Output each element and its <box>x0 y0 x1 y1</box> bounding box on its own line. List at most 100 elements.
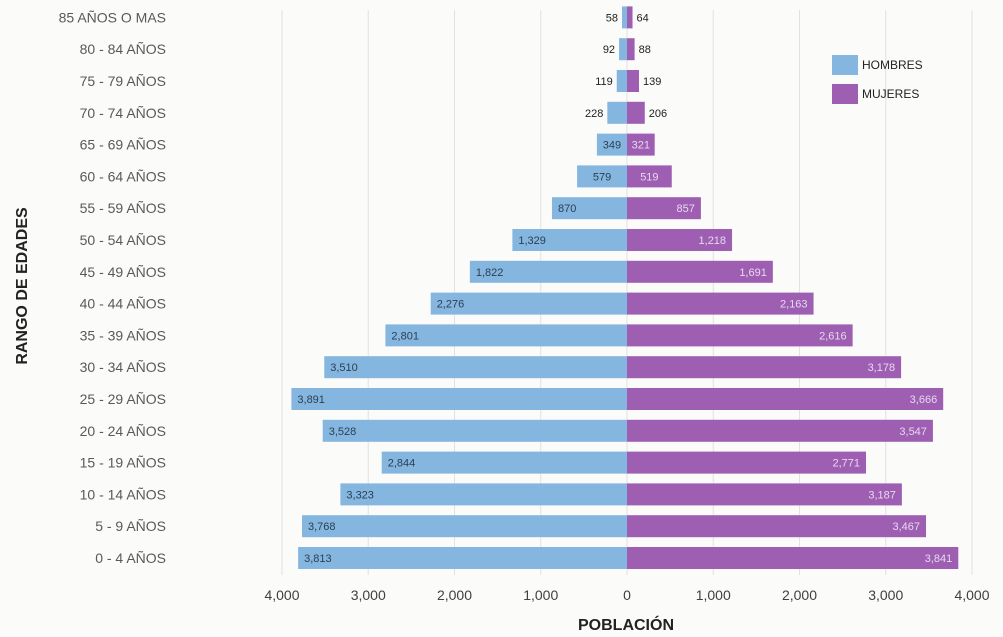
bar-mujeres <box>627 547 959 569</box>
bar-mujeres <box>627 133 655 156</box>
y-axis-title: RANGO DE EDADES <box>14 207 31 365</box>
data-label-mujeres: 206 <box>649 108 667 120</box>
bar-hombres <box>596 133 627 156</box>
data-label-hombres: 3,323 <box>346 489 374 501</box>
data-label-hombres: 349 <box>603 140 621 152</box>
data-label-mujeres: 64 <box>637 12 649 24</box>
x-tick-label: 3,000 <box>868 587 903 603</box>
category-label: 10 - 14 AÑOS <box>80 486 166 502</box>
category-label: 45 - 49 AÑOS <box>80 264 166 280</box>
data-label-hombres: 3,813 <box>304 553 332 565</box>
category-label: 85 AÑOS O MAS <box>59 9 166 25</box>
bar-hombres <box>385 324 627 347</box>
x-tick-label: 4,000 <box>954 587 989 603</box>
data-label-hombres: 2,801 <box>391 330 419 342</box>
bar-mujeres <box>627 292 814 315</box>
bar-hombres <box>324 356 627 379</box>
category-label: 25 - 29 AÑOS <box>80 391 166 407</box>
x-tick-label: 2,000 <box>437 587 472 603</box>
bar-hombres <box>616 70 627 92</box>
x-tick-labels: 4,000 3,000 2,000 1,000 0 1,000 2,000 3,000 4,00… <box>264 587 989 603</box>
data-label-mujeres: 321 <box>632 140 650 152</box>
x-tick-label: 1,000 <box>696 587 731 603</box>
data-label-hombres: 3,891 <box>297 394 325 406</box>
data-label-mujeres: 3,178 <box>868 362 896 374</box>
category-label: 15 - 19 AÑOS <box>80 455 166 471</box>
data-label-mujeres: 3,467 <box>892 521 920 533</box>
bar-mujeres <box>627 515 927 538</box>
bar-hombres <box>469 260 627 283</box>
data-label-mujeres: 3,666 <box>910 394 938 406</box>
bar-hombres <box>607 101 627 124</box>
data-label-mujeres: 1,218 <box>699 235 727 247</box>
bar-mujeres <box>627 165 672 188</box>
data-label-hombres: 1,822 <box>476 267 504 279</box>
x-axis-title: POBLACIÓN <box>578 615 674 634</box>
bar-mujeres <box>627 356 902 379</box>
bar-hombres <box>621 6 627 29</box>
legend-swatch-hombres <box>832 55 858 75</box>
data-label-mujeres: 3,187 <box>868 489 896 501</box>
bar-hombres <box>551 197 627 220</box>
bar-mujeres <box>627 419 933 442</box>
data-label-hombres: 870 <box>558 203 576 215</box>
data-label-hombres: 2,844 <box>388 458 416 470</box>
data-label-mujeres: 3,547 <box>899 426 927 438</box>
bar-mujeres <box>627 101 645 124</box>
data-label-hombres: 228 <box>585 108 603 120</box>
bar-hombres <box>302 515 627 538</box>
legend: HOMBRES MUJERES <box>832 55 923 104</box>
data-label-mujeres: 519 <box>640 171 658 183</box>
data-label-mujeres: 857 <box>677 203 695 215</box>
category-label: 60 - 64 AÑOS <box>80 168 166 184</box>
bar-mujeres <box>627 388 944 410</box>
x-tick-label: 2,000 <box>782 587 817 603</box>
category-label: 70 - 74 AÑOS <box>80 105 166 121</box>
bar-hombres <box>291 388 627 410</box>
bars: 3,813 3,841 3,768 3,467 3,323 3,187 2,844 2,771… <box>291 6 959 569</box>
category-label: 5 - 9 AÑOS <box>95 518 166 534</box>
data-label-hombres: 1,329 <box>518 235 546 247</box>
category-label: 40 - 44 AÑOS <box>80 296 166 312</box>
data-label-mujeres: 88 <box>639 44 651 56</box>
bar-mujeres <box>627 197 701 220</box>
data-label-hombres: 92 <box>603 44 615 56</box>
category-label: 30 - 34 AÑOS <box>80 359 166 375</box>
legend-label-hombres: HOMBRES <box>862 58 923 72</box>
data-label-hombres: 3,510 <box>330 362 358 374</box>
category-label: 50 - 54 AÑOS <box>80 232 166 248</box>
bar-mujeres <box>627 260 773 283</box>
bar-mujeres <box>627 6 633 29</box>
category-label: 75 - 79 AÑOS <box>80 73 166 89</box>
x-tick-label: 3,000 <box>351 587 386 603</box>
x-tick-label: 0 <box>623 587 631 603</box>
bar-hombres <box>322 419 627 442</box>
bar-mujeres <box>627 70 639 92</box>
data-label-mujeres: 2,771 <box>832 458 860 470</box>
data-label-mujeres: 2,616 <box>819 330 847 342</box>
bar-mujeres <box>627 324 853 347</box>
bar-mujeres <box>627 229 733 251</box>
category-label: 20 - 24 AÑOS <box>80 423 166 439</box>
legend-label-mujeres: MUJERES <box>862 87 919 101</box>
bar-hombres <box>298 547 627 569</box>
bar-hombres <box>619 38 627 61</box>
category-label: 80 - 84 AÑOS <box>80 41 166 57</box>
data-label-hombres: 119 <box>595 76 613 88</box>
data-label-hombres: 579 <box>593 171 611 183</box>
category-label: 35 - 39 AÑOS <box>80 327 166 343</box>
data-label-hombres: 58 <box>606 12 618 24</box>
data-label-mujeres: 2,163 <box>780 299 808 311</box>
bar-hombres <box>577 165 627 188</box>
data-label-hombres: 3,768 <box>308 521 336 533</box>
bar-mujeres <box>627 38 635 61</box>
category-label: 55 - 59 AÑOS <box>80 200 166 216</box>
data-label-mujeres: 1,691 <box>739 267 767 279</box>
bar-hombres <box>340 483 627 506</box>
data-label-mujeres: 139 <box>643 76 661 88</box>
x-tick-label: 1,000 <box>523 587 558 603</box>
data-label-mujeres: 3,841 <box>925 553 953 565</box>
x-tick-label: 4,000 <box>264 587 299 603</box>
bar-hombres <box>430 292 627 315</box>
